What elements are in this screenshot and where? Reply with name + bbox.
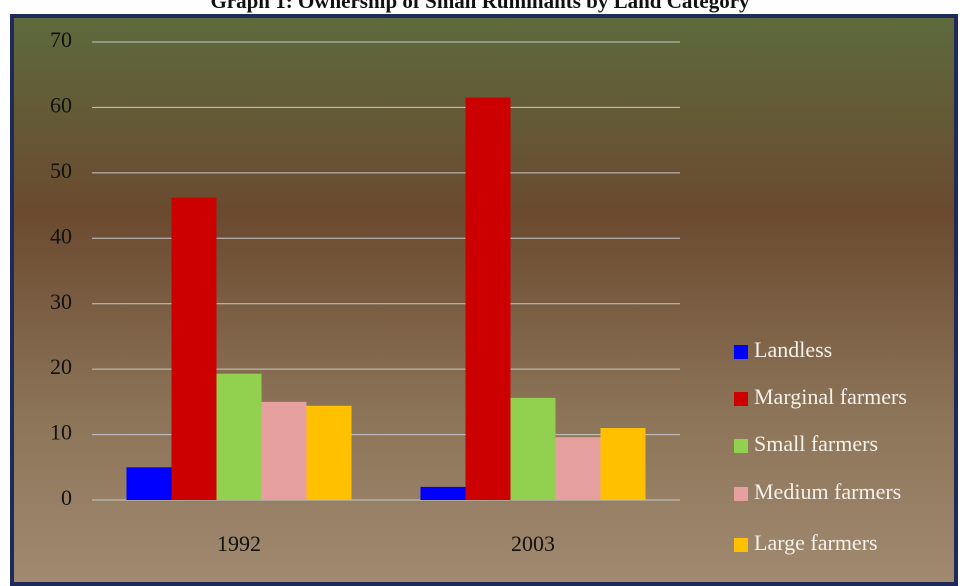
- bar: [127, 467, 172, 500]
- y-tick-label: 10: [50, 420, 72, 445]
- bar: [421, 487, 466, 500]
- legend-swatch: [734, 538, 748, 552]
- y-tick-label: 60: [50, 92, 72, 117]
- bar: [556, 437, 601, 500]
- legend-label: Large farmers: [754, 530, 878, 555]
- y-tick-label: 40: [50, 223, 72, 248]
- bar: [217, 374, 262, 500]
- bar: [307, 406, 352, 500]
- bar: [466, 98, 511, 500]
- bar: [511, 398, 556, 500]
- legend-swatch: [734, 487, 748, 501]
- y-tick-label: 20: [50, 354, 72, 379]
- legend-swatch: [734, 392, 748, 406]
- bar: [262, 402, 307, 500]
- x-tick-label: 2003: [511, 531, 555, 556]
- legend-label: Medium farmers: [754, 479, 901, 504]
- legend-label: Small farmers: [754, 431, 878, 456]
- chart: Graph 1: Ownership of Small Ruminants by…: [0, 0, 960, 586]
- legend-label: Marginal farmers: [754, 384, 907, 409]
- y-tick-label: 50: [50, 158, 72, 183]
- bar: [601, 428, 646, 500]
- y-tick-label: 0: [61, 485, 72, 510]
- legend-swatch: [734, 439, 748, 453]
- chart-title: Graph 1: Ownership of Small Ruminants by…: [210, 0, 750, 13]
- y-tick-label: 70: [50, 27, 72, 52]
- legend-swatch: [734, 345, 748, 359]
- bar: [172, 198, 217, 500]
- y-tick-label: 30: [50, 289, 72, 314]
- legend-label: Landless: [754, 337, 832, 362]
- x-tick-label: 1992: [217, 531, 261, 556]
